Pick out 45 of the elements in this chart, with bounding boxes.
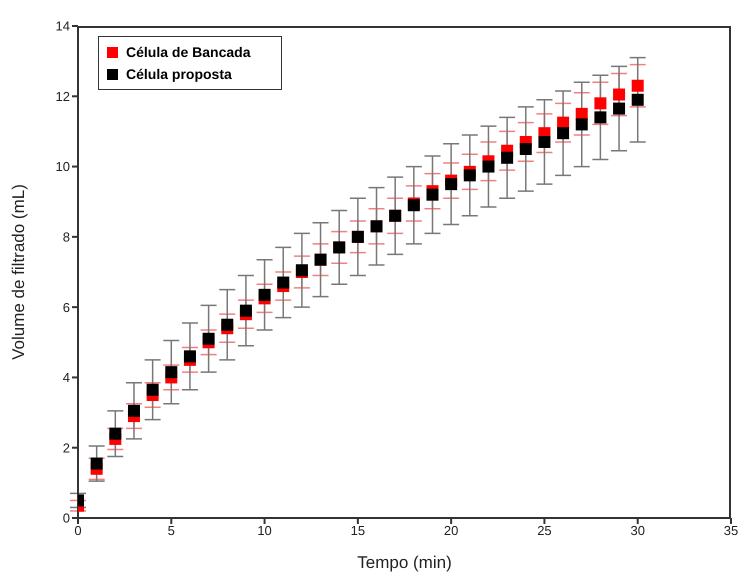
point [482, 160, 494, 173]
x-tick-label: 35 [724, 523, 738, 538]
y-tick-label: 2 [62, 440, 70, 456]
x-tick-label: 30 [630, 523, 645, 538]
point [240, 304, 252, 317]
point [594, 97, 606, 110]
y-tick-label: 6 [62, 300, 70, 315]
x-axis-title: Tempo (min) [357, 553, 452, 572]
point [202, 332, 215, 345]
point [557, 127, 570, 140]
y-tick-label: 12 [56, 88, 70, 104]
x-tick-label: 20 [444, 523, 458, 538]
legend-label: Célula proposta [126, 65, 232, 84]
point [146, 384, 159, 396]
point [538, 136, 550, 148]
point [90, 458, 103, 470]
x-tick-label: 0 [74, 523, 82, 538]
point [576, 118, 588, 130]
point [501, 152, 514, 164]
y-tick-label: 10 [56, 159, 70, 174]
y-tick-label: 8 [62, 229, 70, 244]
point [277, 276, 290, 289]
point [445, 178, 458, 190]
point [520, 143, 532, 155]
point [426, 188, 438, 201]
point [165, 366, 178, 378]
x-tick-label: 5 [168, 523, 175, 538]
x-tick-label: 15 [350, 523, 366, 538]
point [128, 404, 140, 417]
point [632, 94, 644, 106]
y-tick-label: 14 [56, 18, 70, 34]
point [184, 350, 196, 362]
y-tick-label: 4 [62, 370, 70, 386]
y-tick-label: 0 [62, 510, 70, 526]
point [632, 80, 644, 92]
point [258, 288, 271, 301]
point [594, 111, 606, 124]
legend-label: Célula de Bancada [126, 43, 250, 62]
x-tick-label: 25 [537, 523, 552, 538]
x-tick-label: 10 [257, 523, 272, 538]
point [613, 88, 626, 101]
point [221, 318, 234, 331]
point [613, 102, 626, 115]
y-axis-title: Volume de filtrado (mL) [9, 184, 28, 360]
point [464, 169, 476, 182]
